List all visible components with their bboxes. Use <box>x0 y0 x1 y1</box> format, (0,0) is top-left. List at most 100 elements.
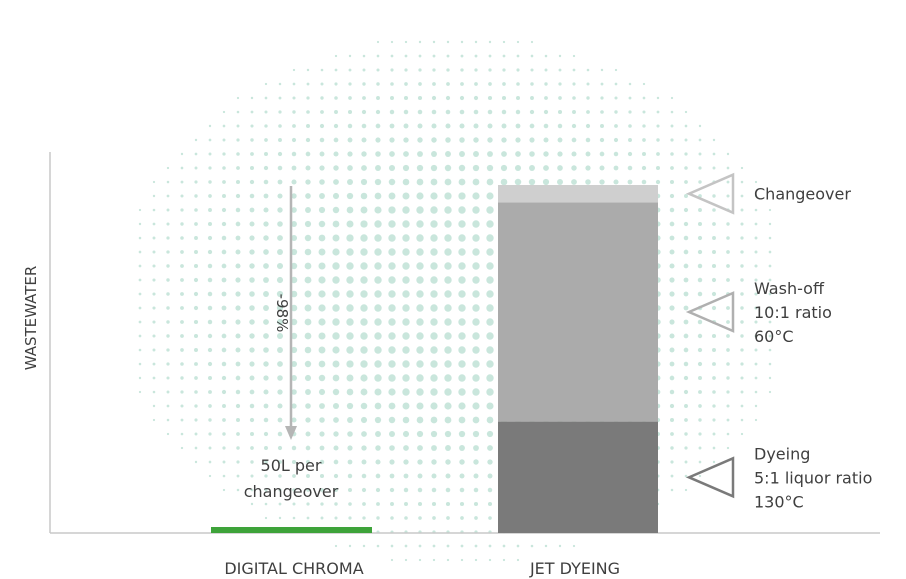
background-dot <box>711 291 717 297</box>
background-dot <box>291 137 297 143</box>
background-dot <box>375 473 381 479</box>
background-dot <box>360 192 368 200</box>
background-dot <box>347 123 353 129</box>
background-dot <box>138 362 142 366</box>
background-dot <box>166 348 170 352</box>
background-dot <box>557 179 563 185</box>
background-dot <box>180 432 184 436</box>
background-dot <box>290 234 298 242</box>
background-dot <box>264 138 268 142</box>
background-dot <box>263 263 269 269</box>
background-dot <box>306 82 310 86</box>
background-dot <box>418 544 422 548</box>
background-dot <box>432 54 436 58</box>
background-dot <box>416 346 424 354</box>
background-dot <box>726 348 730 352</box>
background-dot <box>319 193 325 199</box>
background-dot <box>388 318 396 326</box>
background-dot <box>402 178 410 186</box>
background-dot <box>487 123 493 129</box>
background-dot <box>360 346 368 354</box>
background-dot <box>318 332 326 340</box>
background-dot <box>278 488 282 492</box>
background-dot <box>374 276 382 284</box>
background-dot <box>152 376 156 380</box>
background-dot <box>249 165 255 171</box>
background-dot <box>460 516 464 520</box>
background-dot <box>628 96 632 100</box>
background-dot <box>516 68 520 72</box>
background-dot <box>740 306 744 310</box>
background-dot <box>361 123 367 129</box>
background-dot <box>726 250 730 254</box>
background-dot <box>304 360 312 368</box>
background-dot <box>278 96 282 100</box>
background-dot <box>669 403 675 409</box>
background-dot <box>740 194 744 198</box>
background-dot <box>543 151 549 157</box>
background-dot <box>138 390 142 394</box>
background-dot <box>670 110 674 114</box>
background-dot <box>474 54 478 58</box>
background-dot <box>334 544 338 548</box>
background-dot <box>276 318 284 326</box>
background-dot <box>208 460 212 464</box>
background-dot <box>458 234 466 242</box>
background-dot <box>263 319 269 325</box>
background-dot <box>346 262 354 270</box>
background-dot <box>614 68 618 72</box>
background-dot <box>404 82 408 86</box>
background-dot <box>152 250 156 254</box>
background-dot <box>389 151 395 157</box>
background-dot <box>250 474 254 478</box>
background-dot <box>166 334 170 338</box>
background-dot <box>208 152 212 156</box>
background-dot <box>418 54 422 58</box>
background-dot <box>207 291 213 297</box>
background-dot <box>180 306 184 310</box>
background-dot <box>444 290 452 298</box>
background-dot <box>444 360 452 368</box>
background-dot <box>473 445 479 451</box>
background-dot <box>306 474 310 478</box>
background-dot <box>332 262 340 270</box>
background-dot <box>318 374 326 382</box>
background-dot <box>152 194 156 198</box>
background-dot <box>222 474 226 478</box>
background-dot <box>444 346 452 354</box>
background-dot <box>334 82 338 86</box>
background-dot <box>472 374 480 382</box>
background-dot <box>472 192 480 200</box>
background-dot <box>235 389 241 395</box>
background-dot <box>432 558 436 562</box>
background-dot <box>389 445 395 451</box>
background-dot <box>530 54 534 58</box>
background-dot <box>347 473 353 479</box>
background-dot <box>389 109 395 115</box>
background-dot <box>388 234 396 242</box>
background-dot <box>305 179 311 185</box>
background-dot <box>458 192 466 200</box>
background-dot <box>444 318 452 326</box>
background-dot <box>235 291 241 297</box>
background-dot <box>417 473 423 479</box>
pointer-triangle-wash-off <box>685 291 735 333</box>
background-dot <box>291 221 297 227</box>
background-dot <box>208 418 212 422</box>
background-dot <box>683 319 689 325</box>
background-dot <box>697 221 703 227</box>
background-dot <box>376 40 380 44</box>
background-dot <box>444 388 452 396</box>
background-dot <box>180 446 184 450</box>
background-dot <box>416 234 424 242</box>
background-dot <box>152 404 156 408</box>
background-dot <box>152 390 156 394</box>
background-dot <box>304 374 312 382</box>
background-dot <box>362 502 366 506</box>
background-dot <box>152 362 156 366</box>
background-dot <box>558 54 562 58</box>
background-dot <box>374 234 382 242</box>
background-dot <box>374 248 382 256</box>
background-dot <box>291 459 297 465</box>
background-dot <box>458 360 466 368</box>
